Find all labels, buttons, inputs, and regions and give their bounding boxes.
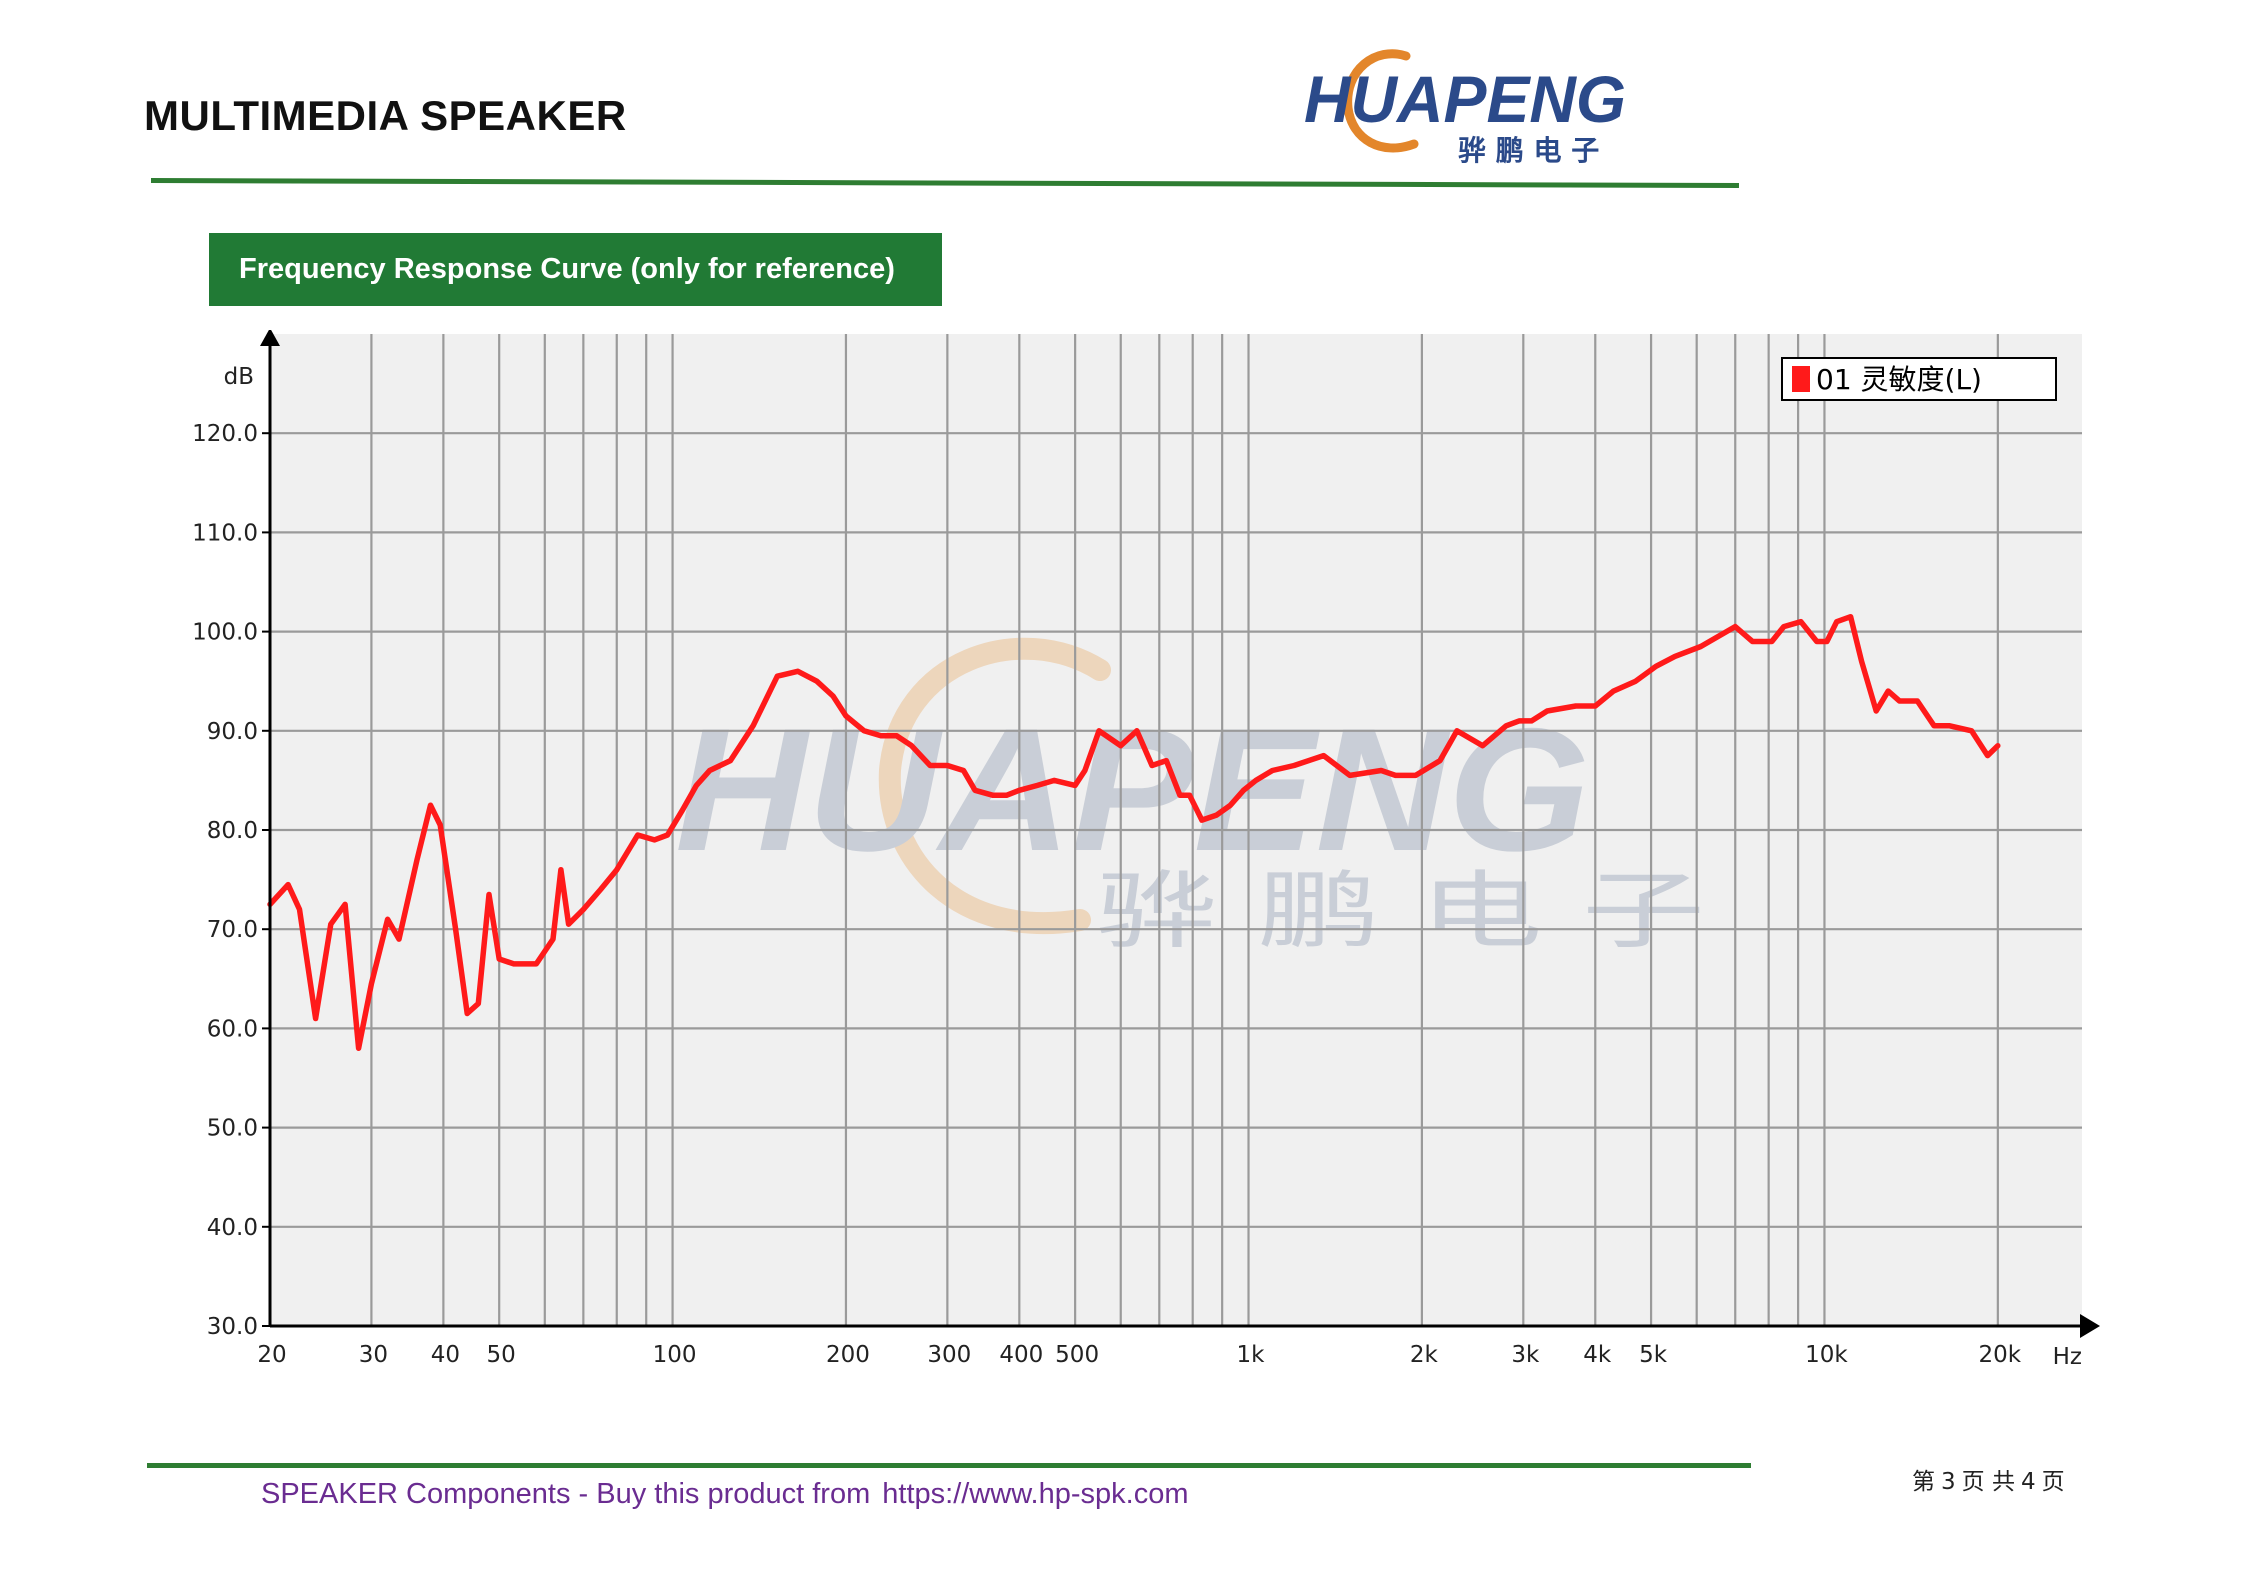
x-tick-label: 400 [999,1342,1043,1368]
page-number-prefix: 第 [1912,1469,1935,1495]
page-number-suffix: 页 [2041,1469,2065,1495]
legend-swatch [1792,366,1810,392]
x-tick-label: 3k [1511,1342,1540,1368]
y-tick-label: 110.0 [192,520,258,546]
footer-label: SPEAKER Components - Buy this product fr… [261,1478,871,1510]
x-tick-label: 10k [1805,1342,1848,1368]
huapeng-logo: HUAPENG 骅 鹏 电 子 [1304,49,1626,167]
x-tick-label: 2k [1410,1342,1439,1368]
x-tick-label: 30 [359,1342,388,1368]
logo-swoosh-icon [1343,49,1419,153]
footer-divider [147,1463,1751,1468]
x-tick-label: 300 [927,1342,971,1368]
legend: 01 灵敏度(L) [1781,357,2057,401]
y-tick-label: 80.0 [207,818,258,844]
y-tick-label: 30.0 [207,1314,258,1340]
section-heading: Frequency Response Curve (only for refer… [209,233,942,306]
logo-chinese-name: 骅 鹏 电 子 [1458,134,1599,167]
x-tick-label: 500 [1055,1342,1099,1368]
y-tick-label: 70.0 [207,917,258,943]
x-tick-label: 50 [487,1342,516,1368]
y-tick-label: 50.0 [207,1116,258,1142]
footer-text: SPEAKER Components - Buy this product fr… [261,1478,1188,1511]
y-axis-label: dB [224,364,254,390]
x-axis-label: Hz [2053,1344,2082,1370]
x-tick-label: 4k [1583,1342,1612,1368]
page-number-middle: 页 共 [1961,1469,2015,1495]
tick-labels: 30.0 40.0 50.0 60.0 70.0 80.0 90.0 100.0 110.0 12… [192,421,2022,1368]
watermark-chinese-name: 骅 鹏 电 子 [1095,862,1705,960]
y-tick-label: 90.0 [207,719,258,745]
legend-box [1781,357,2057,401]
series-layer [267,613,2001,1051]
watermark-wordmark: HUAPENG [675,693,1590,888]
y-tick-label: 40.0 [207,1215,258,1241]
x-tick-label: 200 [826,1342,870,1368]
page-number-total: 4 [2020,1469,2036,1495]
x-tick-label: 40 [431,1342,460,1368]
frequency-response-chart: HUAPENG 骅 鹏 电 子 30.0 40.0 50.0 60.0 70.0 80.0… [192,330,2100,1370]
footer-link[interactable]: https://www.hp-spk.com [882,1478,1189,1510]
x-tick-label: 20k [1979,1342,2022,1368]
x-tick-label: 5k [1639,1342,1668,1368]
page-number-current: 3 [1941,1469,1956,1495]
x-tick-label: 1k [1237,1342,1266,1368]
y-tick-label: 120.0 [192,421,258,447]
y-tick-label: 100.0 [192,620,258,646]
legend-label: 01 灵敏度(L) [1816,363,1982,396]
watermark: HUAPENG 骅 鹏 电 子 [675,637,1705,960]
header-divider [150,178,1739,188]
x-axis-arrow-icon [2080,1314,2100,1338]
x-tick-label: 20 [257,1342,286,1368]
page-title: MULTIMEDIA SPEAKER [144,92,627,139]
y-tick-label: 60.0 [207,1016,258,1042]
x-tick-label: 100 [653,1342,697,1368]
logo-wordmark: HUAPENG [1304,62,1626,136]
y-axis-arrow-icon [260,330,280,346]
series-line-01 [267,613,2001,1051]
